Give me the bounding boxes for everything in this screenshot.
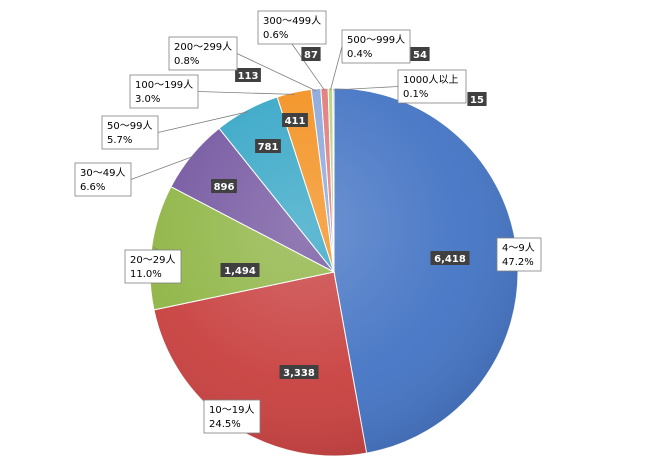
slice-category-label: 10～19人 [209,404,254,416]
slice-category-label: 50～99人 [107,120,152,132]
slice-value-text: 87 [304,50,318,61]
slice-value-text: 3,338 [283,368,315,379]
callout-leader-line [197,91,295,95]
slice-value-box [220,263,260,277]
slice-percent-label: 24.5% [209,419,241,430]
slice-percent-label: 0.6% [263,30,288,41]
slice-percent-label: 47.2% [502,257,534,268]
callout-leader-line [130,155,194,180]
slice-callout-box [203,399,261,434]
slice-callout: 4～9人 47.2% [496,237,542,272]
slice-value-text: 781 [258,142,279,153]
slice-callout-box [496,237,542,272]
slice-callout-box [124,249,182,284]
slice-value-text: 15 [470,95,484,106]
slice-value-text: 1,494 [224,266,256,277]
slice-percent-label: 0.1% [403,89,428,100]
slice-value-box [467,92,487,106]
slice-callout-box [129,74,199,109]
slice-callout: 100～199人 3.0% [129,74,199,109]
slice-category-label: 20～29人 [130,254,175,266]
pie-slice [333,87,519,454]
callout-leader-line [291,43,325,91]
callout-leader-line [330,46,343,91]
slice-value-box [282,113,308,127]
slice-value-text: 54 [413,50,427,61]
slice-value-label: 6,418 [430,251,470,265]
slice-callout-labels: 4～9人 47.2% 10～19人 24.5% 20～29人 11.0% 30～49人 6.6… [74,10,542,434]
slice-value-label: 1,494 [220,263,260,277]
slice-value-box [301,47,321,61]
slice-value-label: 54 [410,47,430,61]
slice-callout-box [168,36,238,71]
slice-category-label: 30～49人 [80,167,125,179]
slice-value-label: 781 [255,139,281,153]
slice-callout: 500～999人 0.4% [341,29,411,64]
slice-percent-label: 5.7% [107,135,132,146]
slice-value-box [211,179,237,193]
slice-percent-label: 3.0% [135,94,160,105]
slice-percent-label: 6.6% [80,182,105,193]
slice-category-label: 4～9人 [502,242,535,254]
slice-percent-label: 0.4% [347,49,372,60]
slice-callout: 50～99人 5.7% [101,115,159,150]
slice-callout-box [101,115,159,150]
slice-category-label: 500～999人 [347,34,405,46]
slice-callout-box [257,10,327,45]
slice-percent-label: 11.0% [130,269,162,280]
slice-callout: 200～299人 0.8% [168,36,238,71]
slice-category-label: 200～299人 [174,41,232,53]
slice-callout: 1000人以上 0.1% [397,69,467,104]
slice-percent-label: 0.8% [174,56,199,67]
slice-callout: 30～49人 6.6% [74,162,132,197]
slice-category-label: 300～499人 [263,15,321,27]
slice-value-box [279,365,319,379]
slice-value-label: 87 [301,47,321,61]
slice-value-label: 15 [467,92,487,106]
slice-callout-box [397,69,467,104]
slice-category-label: 100～199人 [135,79,193,91]
slice-value-label: 3,338 [279,365,319,379]
slice-value-text: 6,418 [434,254,466,265]
slice-callout: 20～29人 11.0% [124,249,182,284]
slice-callout-box [341,29,411,64]
slice-callout-box [74,162,132,197]
slice-value-box [235,68,261,82]
slice-value-label: 411 [282,113,308,127]
slice-value-label: 113 [235,68,261,82]
slice-value-text: 411 [285,116,306,127]
slice-category-label: 1000人以上 [403,74,458,86]
slice-value-labels: 6,418 3,338 1,494 896 781 411 113 87 54 15 [211,47,487,379]
slice-value-text: 896 [214,182,235,193]
slice-value-text: 113 [238,71,259,82]
callout-leader-line [333,86,399,91]
callout-leader-line [236,53,317,92]
callout-leader-line [157,111,248,133]
slice-value-box [410,47,430,61]
slice-value-label: 896 [211,179,237,193]
slice-value-box [430,251,470,265]
slice-callout: 10～19人 24.5% [203,399,261,434]
slice-value-box [255,139,281,153]
slice-callout: 300～499人 0.6% [257,10,327,45]
